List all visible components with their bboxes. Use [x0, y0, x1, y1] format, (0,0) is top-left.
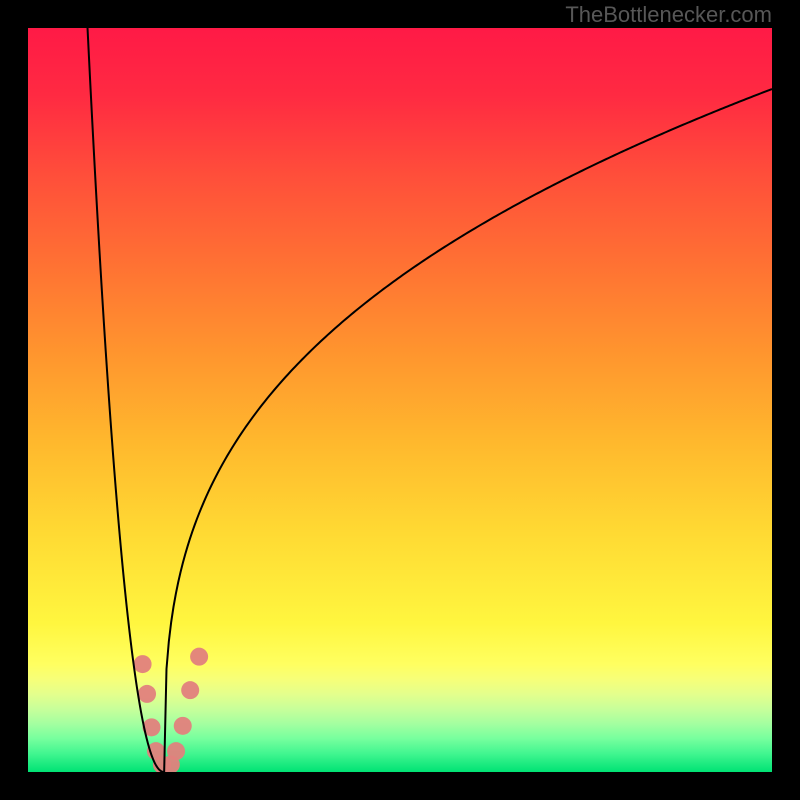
plot-area	[28, 28, 772, 772]
chart-svg	[28, 28, 772, 772]
curve-right-branch	[164, 89, 772, 772]
data-marker	[174, 717, 192, 735]
data-marker	[190, 648, 208, 666]
data-marker	[181, 681, 199, 699]
marker-group	[134, 648, 209, 772]
data-marker	[138, 685, 156, 703]
data-marker	[134, 655, 152, 673]
curve-left-branch	[88, 28, 165, 772]
data-marker	[167, 742, 185, 760]
chart-container: TheBottlenecker.com	[0, 0, 800, 800]
watermark-text: TheBottlenecker.com	[565, 2, 772, 28]
